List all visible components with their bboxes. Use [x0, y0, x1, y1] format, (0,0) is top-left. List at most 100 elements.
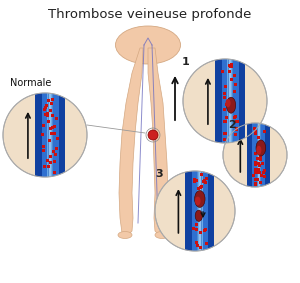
Bar: [195, 228, 198, 231]
Bar: [254, 161, 257, 164]
Bar: [203, 230, 206, 232]
Bar: [254, 182, 256, 185]
Bar: [208, 169, 214, 253]
Bar: [224, 119, 226, 123]
Bar: [259, 158, 262, 161]
Bar: [52, 150, 55, 153]
Bar: [252, 121, 265, 188]
Bar: [46, 159, 49, 162]
Bar: [228, 70, 231, 73]
Bar: [48, 139, 51, 142]
Bar: [47, 165, 50, 168]
Bar: [185, 169, 192, 253]
Bar: [46, 114, 49, 117]
Bar: [224, 96, 226, 99]
Bar: [254, 178, 257, 181]
Bar: [224, 85, 227, 88]
Bar: [193, 178, 196, 181]
Circle shape: [3, 93, 87, 177]
Bar: [257, 121, 258, 188]
Bar: [227, 57, 229, 145]
Bar: [256, 121, 261, 188]
Bar: [49, 155, 52, 158]
Bar: [234, 115, 237, 118]
Bar: [262, 130, 266, 133]
Bar: [221, 70, 224, 73]
Bar: [50, 102, 53, 105]
Bar: [261, 162, 264, 164]
Ellipse shape: [256, 140, 266, 156]
Text: 1: 1: [182, 57, 190, 67]
Bar: [234, 133, 237, 136]
Bar: [259, 156, 262, 159]
Ellipse shape: [226, 99, 231, 107]
Bar: [51, 126, 54, 129]
Ellipse shape: [195, 197, 201, 205]
Bar: [215, 57, 222, 145]
Bar: [229, 57, 231, 145]
Bar: [235, 120, 238, 123]
Bar: [236, 120, 239, 123]
Bar: [49, 127, 52, 130]
Bar: [260, 174, 263, 177]
Circle shape: [183, 59, 267, 143]
Bar: [53, 153, 56, 156]
Bar: [254, 127, 256, 130]
Bar: [53, 132, 56, 135]
Bar: [229, 65, 232, 68]
Bar: [259, 181, 262, 184]
Bar: [43, 108, 46, 111]
Bar: [58, 91, 65, 179]
Bar: [197, 187, 200, 190]
Polygon shape: [119, 48, 143, 235]
Text: 3: 3: [155, 169, 163, 179]
Text: 2: 2: [228, 120, 236, 130]
Ellipse shape: [195, 210, 203, 221]
Bar: [53, 125, 56, 128]
Bar: [199, 246, 202, 249]
Bar: [49, 161, 52, 164]
Bar: [41, 145, 44, 147]
Bar: [223, 92, 226, 95]
Bar: [254, 152, 257, 155]
Bar: [41, 132, 44, 136]
Bar: [247, 121, 252, 188]
Bar: [56, 137, 59, 140]
Bar: [233, 90, 236, 93]
Bar: [227, 57, 233, 145]
Bar: [199, 231, 202, 234]
Bar: [194, 181, 196, 183]
Bar: [206, 177, 208, 180]
Bar: [199, 186, 202, 189]
Bar: [42, 91, 58, 179]
Bar: [254, 162, 257, 165]
Bar: [55, 117, 58, 120]
Bar: [232, 116, 236, 119]
Bar: [254, 163, 256, 166]
Bar: [257, 136, 260, 139]
Polygon shape: [148, 48, 168, 235]
Bar: [225, 116, 228, 119]
Bar: [49, 91, 51, 179]
Bar: [196, 244, 199, 247]
Bar: [254, 170, 257, 173]
Bar: [45, 104, 48, 107]
Bar: [42, 149, 45, 151]
Bar: [254, 171, 257, 174]
Bar: [205, 181, 208, 184]
Bar: [222, 57, 238, 145]
Bar: [192, 228, 195, 230]
Bar: [46, 112, 49, 115]
Bar: [51, 114, 54, 117]
Bar: [47, 91, 49, 179]
Bar: [257, 168, 260, 171]
Bar: [200, 173, 203, 177]
Bar: [44, 106, 47, 109]
Bar: [224, 108, 226, 111]
Bar: [53, 160, 56, 164]
Bar: [254, 168, 257, 171]
Bar: [223, 120, 226, 123]
Bar: [47, 99, 50, 102]
Bar: [258, 164, 261, 167]
Ellipse shape: [118, 231, 132, 239]
